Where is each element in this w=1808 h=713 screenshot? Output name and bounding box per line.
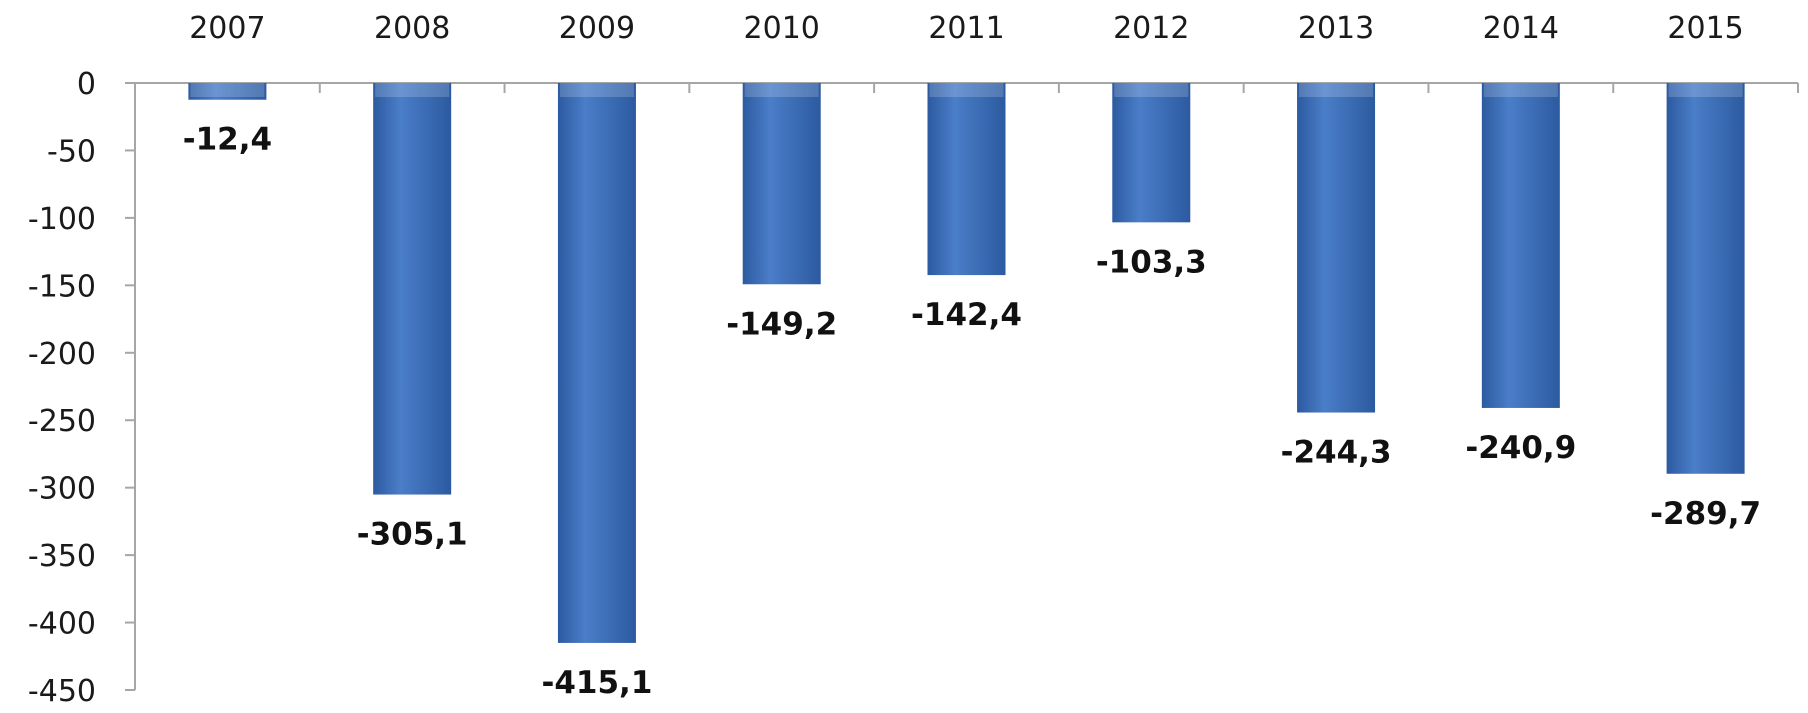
bars xyxy=(188,83,1745,643)
bar-highlight xyxy=(190,83,265,97)
data-label: -149,2 xyxy=(726,306,837,342)
bar-body xyxy=(557,83,636,643)
y-tick-label: -50 xyxy=(47,134,96,169)
data-label: -244,3 xyxy=(1281,435,1392,471)
data-label: -305,1 xyxy=(357,517,468,553)
x-tick-label: 2013 xyxy=(1298,11,1374,46)
bar-body xyxy=(1666,83,1745,474)
y-tick-label: -150 xyxy=(28,269,96,304)
bar-highlight xyxy=(1483,83,1558,97)
bar-highlight xyxy=(1114,83,1189,97)
data-label: -240,9 xyxy=(1465,430,1576,466)
x-axis: 2007 2008 2009 2010 2011 2012 2013 2014 2015 xyxy=(134,11,1799,93)
data-label: -12,4 xyxy=(183,122,272,158)
y-tick-label: 0 xyxy=(77,67,96,102)
y-tick-label: -200 xyxy=(28,337,96,372)
x-tick-label: 2007 xyxy=(189,11,265,46)
bar-highlight xyxy=(375,83,450,97)
bar xyxy=(1297,83,1376,413)
y-tick-label: -250 xyxy=(28,404,96,439)
y-tick-label: -350 xyxy=(28,539,96,574)
bar-highlight xyxy=(929,83,1004,97)
x-tick-label: 2009 xyxy=(559,11,635,46)
bar-body xyxy=(927,83,1006,276)
bar xyxy=(1112,83,1191,223)
data-label: -415,1 xyxy=(541,665,652,701)
bar-body xyxy=(1481,83,1560,408)
bar-body xyxy=(742,83,821,285)
bar xyxy=(1666,83,1745,474)
data-label: -142,4 xyxy=(911,297,1022,333)
x-tick-label: 2008 xyxy=(374,11,450,46)
y-axis: 0 -50 -100 -150 -200 -250 -300 -350 -400 -450 xyxy=(28,67,136,709)
bar xyxy=(927,83,1006,276)
bar xyxy=(557,83,636,643)
bar-body xyxy=(188,83,267,100)
data-label: -103,3 xyxy=(1096,244,1207,280)
x-tick-label: 2010 xyxy=(744,11,820,46)
bar-highlight xyxy=(559,83,634,97)
bar-body xyxy=(1297,83,1376,413)
y-tick-label: -100 xyxy=(28,202,96,237)
data-label: -289,7 xyxy=(1650,496,1761,532)
x-tick-label: 2014 xyxy=(1483,11,1559,46)
y-tick-label: -300 xyxy=(28,472,96,507)
bar-highlight xyxy=(1668,83,1743,97)
y-tick-label: -450 xyxy=(28,674,96,709)
y-tick-label: -400 xyxy=(28,607,96,642)
bar xyxy=(742,83,821,285)
bar-body xyxy=(373,83,452,495)
bar-highlight xyxy=(744,83,819,97)
bar xyxy=(188,83,267,100)
bar xyxy=(1481,83,1560,408)
bar xyxy=(373,83,452,495)
x-tick-label: 2011 xyxy=(928,11,1004,46)
data-labels: -12,4 -305,1 -415,1 -149,2 -142,4 -103,3 -244,… xyxy=(183,122,1761,701)
bar-highlight xyxy=(1299,83,1374,97)
x-tick-label: 2012 xyxy=(1113,11,1189,46)
x-tick-label: 2015 xyxy=(1667,11,1743,46)
bar-body xyxy=(1112,83,1191,223)
